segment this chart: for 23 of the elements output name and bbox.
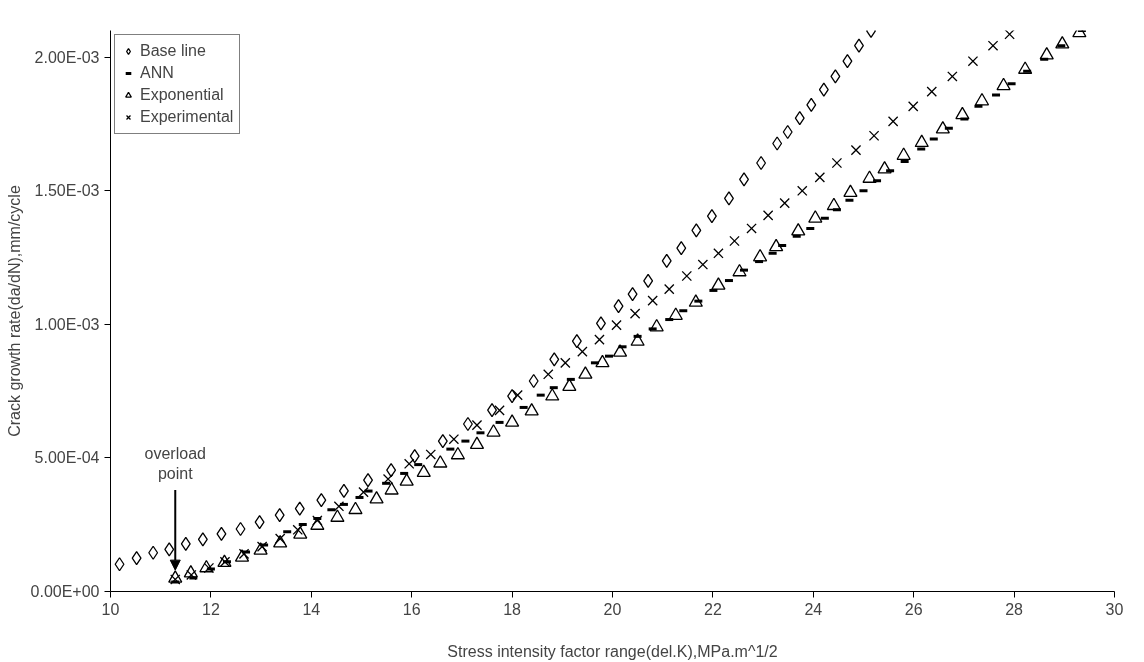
annotation: overload point (144, 444, 206, 482)
y-tick-label: 0.00E+00 (30, 583, 100, 600)
y-tick-label: 5.00E-04 (34, 449, 100, 467)
x-tick-label: 24 (804, 600, 823, 618)
legend-label: ANN (140, 64, 174, 82)
x-tick-label: 18 (503, 600, 522, 618)
x-tick-label: 12 (202, 600, 220, 618)
legend-label: Base line (140, 42, 206, 60)
x-tick-label: 26 (904, 600, 923, 618)
x-tick-label: 30 (1105, 600, 1124, 618)
x-tick-label: 14 (302, 600, 321, 618)
y-tick-label: 1.00E-03 (34, 315, 100, 333)
y-tick-label: 1.50E-03 (34, 182, 100, 200)
x-tick-label: 16 (402, 600, 421, 618)
x-tick-label: 20 (603, 600, 622, 618)
x-tick-label: 28 (1005, 600, 1024, 618)
y-tick-label: 2.00E-03 (34, 48, 100, 66)
x-axis-title: Stress intensity factor range(del.K),MPa.m^1/2 (447, 642, 778, 660)
legend-label: Exponential (140, 86, 224, 104)
y-axis-title: Crack growth rate(da/dN),mm/cycle (5, 185, 23, 437)
legend-label: Experimental (140, 108, 234, 126)
x-tick-label: 22 (704, 600, 722, 618)
x-tick-label: 10 (101, 600, 120, 618)
